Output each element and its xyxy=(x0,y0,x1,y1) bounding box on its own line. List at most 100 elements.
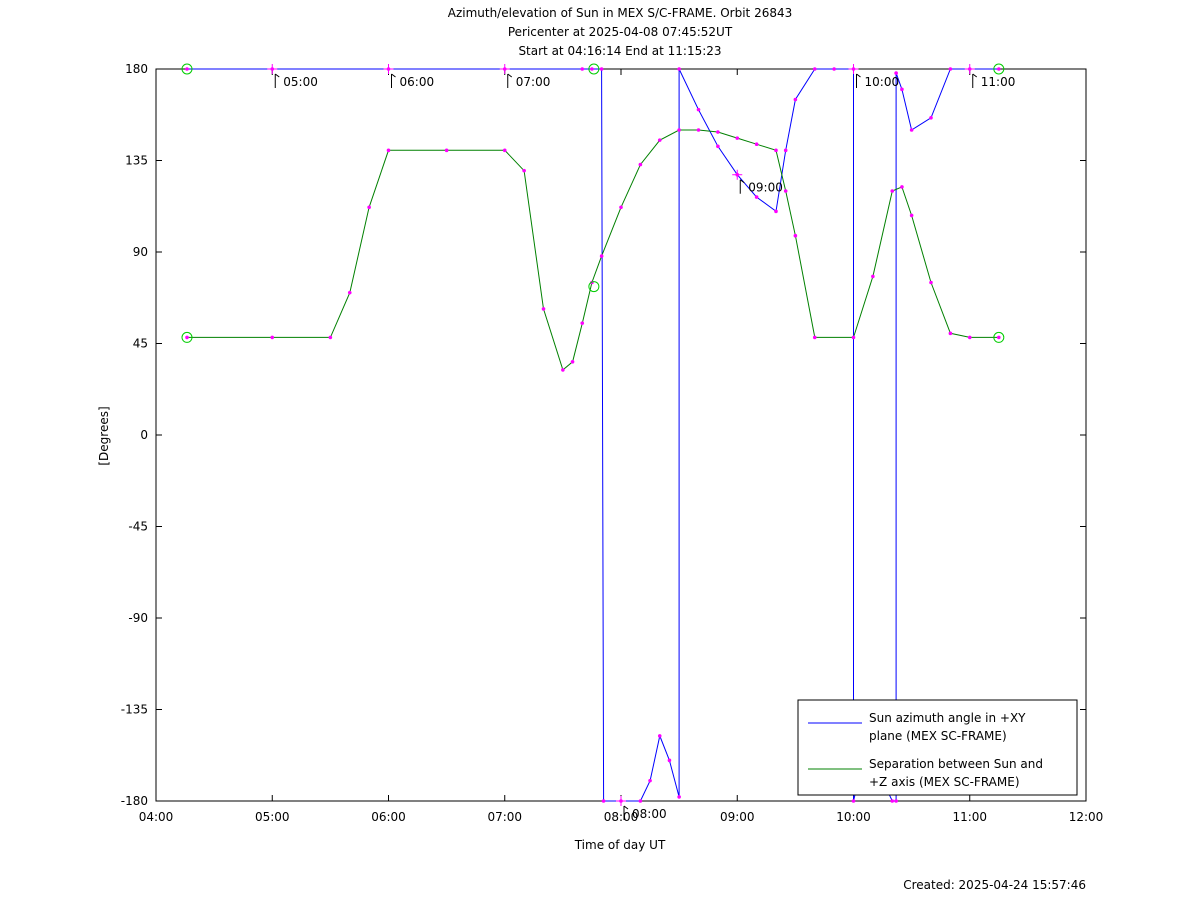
azimuth-series-line xyxy=(187,68,999,802)
title-line: Pericenter at 2025-04-08 07:45:52UT xyxy=(508,25,733,39)
data-point xyxy=(619,205,623,210)
hour-tick-line xyxy=(739,179,745,184)
legend-entry: +Z axis (MEX SC-FRAME) xyxy=(869,775,1020,789)
markers-layer: 05:00 06:00 07:00 08:00 09:00 10:00 11:00 xyxy=(181,63,1016,821)
green-circle-marker xyxy=(181,331,193,343)
data-point xyxy=(929,280,933,285)
data-point xyxy=(502,148,507,153)
hour-tick-line xyxy=(856,73,861,78)
data-point xyxy=(793,233,798,238)
x-tick-label: 05:00 xyxy=(255,810,290,824)
data-point xyxy=(657,734,662,738)
data-point xyxy=(638,799,643,803)
x-tick-label: 08:00 xyxy=(604,810,639,824)
data-point xyxy=(185,335,189,340)
data-point xyxy=(386,148,391,153)
data-point xyxy=(696,107,701,112)
chart-title: Azimuth/elevation of Sun in MEX S/C-FRAM… xyxy=(448,6,793,58)
data-point xyxy=(677,128,681,132)
y-tick-label: 90 xyxy=(133,245,148,259)
data-point xyxy=(580,321,585,325)
y-axis-label: [Degrees] xyxy=(97,406,111,465)
data-point xyxy=(894,799,898,803)
data-point xyxy=(967,335,972,340)
green-circle-marker xyxy=(181,63,193,75)
data-point xyxy=(347,290,352,295)
data-point xyxy=(900,185,904,189)
data-point xyxy=(270,335,275,340)
green-circle-marker xyxy=(588,63,600,75)
data-point xyxy=(367,205,371,210)
data-point xyxy=(580,67,585,71)
data-point xyxy=(894,71,898,75)
data-point xyxy=(522,168,526,173)
data-point xyxy=(890,799,895,803)
y-tick-label: 180 xyxy=(125,62,148,76)
legend: Sun azimuth angle in +XY plane (MEX SC-FR… xyxy=(797,699,1078,796)
data-point xyxy=(716,144,720,149)
data-point xyxy=(677,67,681,71)
hour-tick-label: 05:00 xyxy=(283,75,318,89)
data-point xyxy=(638,162,643,167)
data-point xyxy=(570,360,575,364)
data-point xyxy=(851,335,856,340)
data-point xyxy=(735,136,740,140)
data-point xyxy=(590,67,594,71)
y-tick-label: -90 xyxy=(128,611,148,625)
hour-tick-line xyxy=(507,73,513,78)
plot-frame xyxy=(155,68,1087,802)
data-point xyxy=(851,799,856,803)
data-point xyxy=(716,130,720,134)
hour-tick-label: 10:00 xyxy=(865,75,900,89)
legend-entry: Separation between Sun and xyxy=(869,757,1043,771)
title-line: Start at 04:16:14 End at 11:15:23 xyxy=(518,44,721,58)
x-tick-label: 10:00 xyxy=(836,810,871,824)
data-point xyxy=(599,254,604,258)
data-point xyxy=(909,213,914,218)
data-point xyxy=(948,331,953,336)
data-point xyxy=(667,758,672,763)
data-point xyxy=(599,67,604,71)
hour-tick-label: 08:00 xyxy=(632,807,667,821)
data-point xyxy=(909,128,914,132)
y-tick-label: -180 xyxy=(121,794,148,808)
x-tick-label: 09:00 xyxy=(720,810,755,824)
data-point xyxy=(997,335,1001,340)
hour-tick-label: 07:00 xyxy=(516,75,551,89)
data-point xyxy=(812,335,817,340)
data-point xyxy=(948,67,953,71)
data-point xyxy=(696,128,701,132)
data-point xyxy=(783,148,788,153)
data-point xyxy=(812,67,817,71)
data-point xyxy=(793,97,798,102)
hour-tick-line xyxy=(391,73,396,78)
data-point xyxy=(783,189,788,193)
hour-tick-label: 11:00 xyxy=(981,75,1016,89)
data-point xyxy=(444,148,449,153)
legend-box xyxy=(797,699,1078,796)
x-tick-label: 12:00 xyxy=(1069,810,1104,824)
hour-tick-line xyxy=(274,73,280,78)
legend-entry: Sun azimuth angle in +XY xyxy=(869,711,1026,725)
x-tick-label: 04:00 xyxy=(139,810,174,824)
data-point xyxy=(774,148,778,153)
data-point xyxy=(657,138,662,142)
data-point xyxy=(648,778,652,783)
data-point xyxy=(929,116,933,120)
x-tick-label: 06:00 xyxy=(371,810,406,824)
hour-tick-line xyxy=(972,73,978,78)
x-tick-label: 07:00 xyxy=(487,810,522,824)
created-timestamp: Created: 2025-04-24 15:57:46 xyxy=(903,878,1086,892)
y-tick-label: 45 xyxy=(133,337,148,351)
series-layer xyxy=(185,67,1001,803)
title-line: Azimuth/elevation of Sun in MEX S/C-FRAM… xyxy=(448,6,793,20)
green-circle-marker xyxy=(993,331,1005,343)
data-point xyxy=(754,142,759,147)
data-point xyxy=(754,195,759,199)
y-tick-label: -45 xyxy=(128,520,148,534)
data-point xyxy=(900,87,904,92)
data-point xyxy=(997,67,1001,71)
data-point xyxy=(832,67,836,71)
x-axis-label: Time of day UT xyxy=(574,838,666,852)
